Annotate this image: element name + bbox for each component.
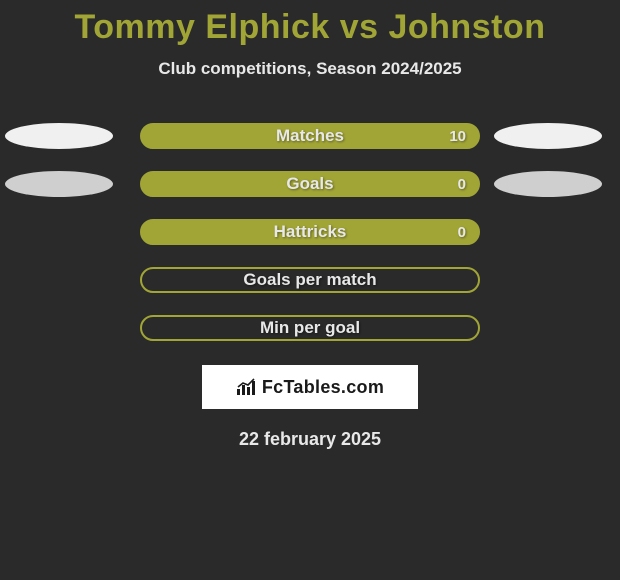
left-ellipse [5,123,113,149]
stat-value: 10 [449,128,466,145]
logo-text: FcTables.com [262,377,384,398]
stat-label: Goals per match [243,270,376,290]
chart-icon [236,378,258,396]
stats-rows: Matches 10 Goals 0 Hattricks 0 Goals per match… [0,123,620,341]
right-ellipse [494,123,602,149]
date-text: 22 february 2025 [0,429,620,450]
stat-label: Min per goal [260,318,360,338]
stat-bar: Matches 10 [140,123,480,149]
subtitle: Club competitions, Season 2024/2025 [0,59,620,79]
stat-bar: Goals per match [140,267,480,293]
stat-row: Hattricks 0 [0,219,620,245]
stat-label: Matches [276,126,344,146]
stat-value: 0 [458,224,466,241]
right-ellipse [494,171,602,197]
stat-bar: Min per goal [140,315,480,341]
stat-row: Min per goal [0,315,620,341]
left-ellipse [5,171,113,197]
logo-box: FcTables.com [202,365,418,409]
stat-row: Goals per match [0,267,620,293]
stat-value: 0 [458,176,466,193]
stat-label: Hattricks [274,222,347,242]
stat-bar: Goals 0 [140,171,480,197]
stat-label: Goals [286,174,333,194]
stat-row: Goals 0 [0,171,620,197]
page-title: Tommy Elphick vs Johnston [0,0,620,47]
stat-row: Matches 10 [0,123,620,149]
stat-bar: Hattricks 0 [140,219,480,245]
